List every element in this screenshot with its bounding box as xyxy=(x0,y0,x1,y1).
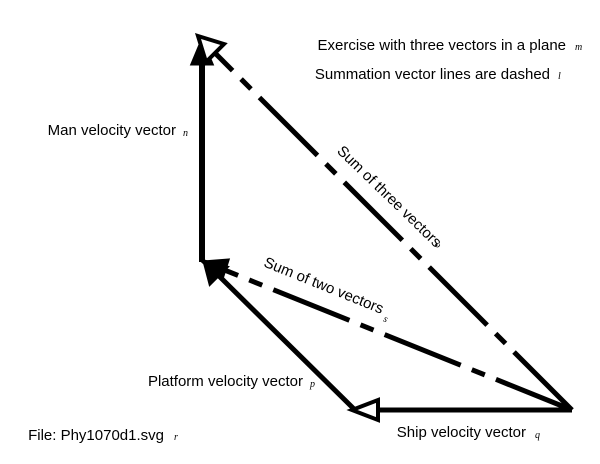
label-ship: q Ship velocity vector xyxy=(397,424,540,441)
sum-three-vector-arrowhead xyxy=(194,32,228,66)
sum-two-vector-line xyxy=(221,266,573,413)
label-ship-marker: q xyxy=(535,430,540,441)
mirrored-group xyxy=(189,32,574,423)
label-file-text: File: Phy1070d1.svg xyxy=(28,427,164,444)
label-platform-text: Platform velocity vector xyxy=(148,373,303,390)
label-ship-text: Ship velocity vector xyxy=(397,424,526,441)
label-sum-two-marker: s xyxy=(382,314,390,326)
sum-three-vector-line xyxy=(214,52,574,412)
note-exercise: m Exercise with three vectors in a plane xyxy=(318,37,583,54)
label-man-text: Man velocity vector xyxy=(48,122,176,139)
label-file: r File: Phy1070d1.svg xyxy=(28,427,178,444)
label-platform: p Platform velocity vector xyxy=(148,373,315,390)
note-exercise-marker: m xyxy=(575,42,582,53)
note-dashed-text: Summation vector lines are dashed xyxy=(315,66,550,83)
sum-two-vector-arrowhead xyxy=(199,258,231,282)
label-man: n Man velocity vector xyxy=(48,122,188,139)
label-sum-three-marker: o xyxy=(432,239,443,250)
note-dashed: l Summation vector lines are dashed xyxy=(315,66,561,83)
platform-vector-line xyxy=(216,273,357,412)
note-exercise-text: Exercise with three vectors in a plane xyxy=(318,37,566,54)
note-dashed-marker: l xyxy=(558,71,561,82)
label-sum-three: Sum of three vectors o xyxy=(333,143,444,251)
label-file-marker: r xyxy=(174,432,178,443)
label-sum-three-text: Sum of three vectors xyxy=(333,143,444,251)
label-man-marker: n xyxy=(183,128,188,139)
label-platform-marker: p xyxy=(309,379,315,390)
ship-vector-arrowhead xyxy=(346,397,380,423)
